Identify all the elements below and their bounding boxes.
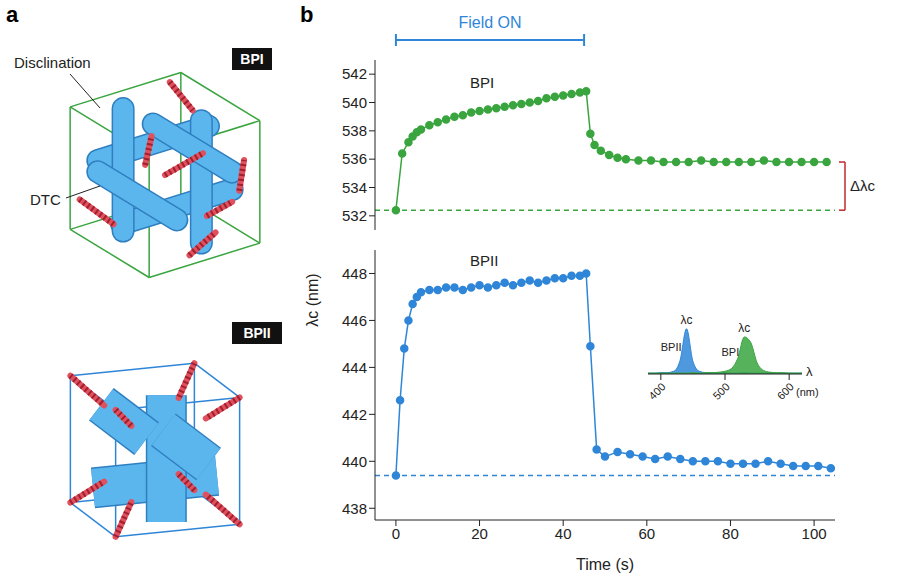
svg-text:538: 538	[342, 122, 367, 139]
svg-text:BPI: BPI	[240, 51, 263, 67]
svg-text:500: 500	[710, 380, 731, 401]
svg-text:BPI: BPI	[722, 346, 740, 358]
svg-text:Time (s): Time (s)	[576, 556, 634, 573]
svg-text:444: 444	[342, 359, 367, 376]
svg-text:BPI: BPI	[470, 74, 494, 91]
svg-text:532: 532	[342, 207, 367, 224]
svg-text:540: 540	[342, 94, 367, 111]
svg-text:534: 534	[342, 179, 367, 196]
svg-text:λc: λc	[738, 321, 750, 335]
svg-text:542: 542	[342, 65, 367, 82]
svg-text:440: 440	[342, 453, 367, 470]
svg-text:λc: λc	[681, 313, 693, 327]
svg-text:a: a	[6, 2, 19, 27]
html-text:(nm): (nm)	[796, 386, 819, 398]
svg-text:Field ON: Field ON	[458, 14, 521, 31]
svg-text:438: 438	[342, 500, 367, 517]
svg-text:Disclination: Disclination	[14, 54, 91, 71]
svg-text:b: b	[300, 2, 313, 27]
svg-text:DTC: DTC	[30, 191, 61, 208]
svg-text:Δλc: Δλc	[850, 177, 876, 194]
svg-text:λc (nm): λc (nm)	[304, 273, 321, 326]
svg-text:536: 536	[342, 150, 367, 167]
svg-text:100: 100	[802, 525, 827, 542]
svg-text:448: 448	[342, 265, 367, 282]
svg-text:BPII: BPII	[661, 341, 682, 353]
svg-text:400: 400	[646, 380, 667, 401]
svg-text:40: 40	[555, 525, 572, 542]
svg-text:20: 20	[471, 525, 488, 542]
svg-text:600: 600	[775, 380, 796, 401]
html-text:λ: λ	[806, 364, 813, 379]
svg-text:0: 0	[392, 525, 400, 542]
svg-text:60: 60	[638, 525, 655, 542]
svg-text:80: 80	[722, 525, 739, 542]
svg-text:BPII: BPII	[470, 252, 498, 269]
svg-text:442: 442	[342, 406, 367, 423]
svg-text:BPII: BPII	[243, 325, 270, 341]
svg-text:446: 446	[342, 312, 367, 329]
